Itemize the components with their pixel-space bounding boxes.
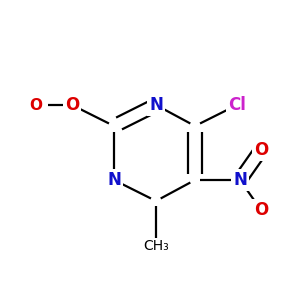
Text: O: O <box>65 96 79 114</box>
Text: N: N <box>233 171 247 189</box>
Text: N: N <box>149 96 163 114</box>
Text: Cl: Cl <box>228 96 246 114</box>
Text: N: N <box>107 171 121 189</box>
Text: CH₃: CH₃ <box>143 239 169 253</box>
Text: O: O <box>254 201 268 219</box>
Text: O: O <box>254 141 268 159</box>
Text: O: O <box>29 98 43 112</box>
